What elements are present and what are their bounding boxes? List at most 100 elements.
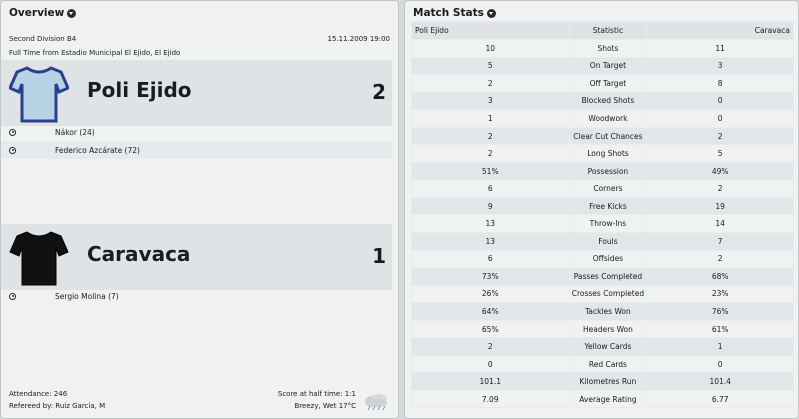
- away-team-score: 1: [372, 244, 386, 268]
- home-value-cell: 13: [411, 232, 570, 251]
- table-row: 3 Blocked Shots 0: [411, 91, 794, 111]
- statistic-name-cell: Crosses Completed: [568, 284, 648, 304]
- division-label: Second Division B4: [9, 35, 77, 43]
- table-row: 1 Woodwork 0: [411, 109, 794, 128]
- table-row: 5 On Target 3: [411, 56, 794, 76]
- statistic-name-cell: Long Shots: [568, 144, 648, 163]
- scorer-name[interactable]: Nákor (24): [55, 127, 95, 137]
- home-team-score: 2: [372, 80, 386, 104]
- table-row: 2 Clear Cut Chances 2: [411, 126, 794, 146]
- table-row: 51% Possession 49%: [411, 161, 794, 181]
- statistic-name-cell: Headers Won: [568, 319, 648, 339]
- home-team-block: Poli Ejido 2: [1, 60, 392, 126]
- away-value-cell: 49%: [646, 161, 794, 181]
- away-value-cell: 1: [646, 337, 794, 356]
- away-value-cell: 2: [646, 179, 794, 198]
- statistic-name-cell: Clear Cut Chances: [568, 126, 648, 146]
- column-header-away[interactable]: Caravaca: [646, 21, 794, 40]
- chevron-down-icon[interactable]: [486, 8, 496, 18]
- away-team-block: Caravaca 1: [1, 224, 392, 290]
- statistic-name-cell: On Target: [568, 56, 648, 76]
- match-date: 15.11.2009 19:00: [327, 35, 390, 43]
- home-value-cell: 6: [411, 249, 570, 269]
- away-team-name[interactable]: Caravaca: [87, 242, 191, 266]
- home-value-cell: 2: [411, 144, 570, 163]
- table-row: 13 Throw-Ins 14: [411, 214, 794, 234]
- column-header-statistic[interactable]: Statistic: [568, 21, 648, 40]
- away-value-cell: 5: [646, 144, 794, 163]
- chevron-down-icon[interactable]: [67, 8, 77, 18]
- referee-label[interactable]: Refereed by: Ruiz García, M: [9, 402, 106, 410]
- home-value-cell: 1: [411, 109, 570, 128]
- home-value-cell: 0: [411, 354, 570, 374]
- away-value-cell: 7: [646, 232, 794, 251]
- statistic-name-cell: Fouls: [568, 232, 648, 251]
- attendance-label: Attendance: 246: [9, 390, 68, 398]
- home-value-cell: 10: [411, 39, 570, 58]
- home-value-cell: 65%: [411, 319, 570, 339]
- away-shirt-icon: [9, 231, 69, 286]
- statistic-name-cell: Off Target: [568, 74, 648, 93]
- match-stats-panel: Match Stats Poli Ejido Statistic Caravac…: [404, 0, 799, 419]
- home-value-cell: 5: [411, 56, 570, 76]
- table-row: 6 Offsides 2: [411, 249, 794, 269]
- table-row: 73% Passes Completed 68%: [411, 267, 794, 286]
- column-header-home[interactable]: Poli Ejido: [411, 21, 570, 40]
- venue-label: Full Time from Estadio Municipal El Ejid…: [9, 49, 181, 57]
- statistic-name-cell: Woodwork: [568, 109, 648, 128]
- table-row: 101.1 Kilometres Run 101.4: [411, 372, 794, 391]
- match-stats-table: Poli Ejido Statistic Caravaca 10 Shots 1 1 5…: [411, 21, 794, 409]
- home-value-cell: 2: [411, 74, 570, 93]
- table-row: 6 Corners 2: [411, 179, 794, 198]
- home-value-cell: 7.09: [411, 389, 570, 409]
- statistic-name-cell: Passes Completed: [568, 267, 648, 286]
- rain-cloud-icon: [365, 394, 387, 411]
- home-value-cell: 26%: [411, 284, 570, 304]
- table-row: 7.09 Average Rating 6.77: [411, 389, 794, 409]
- away-value-cell: 68%: [646, 267, 794, 286]
- away-value-cell: 101.4: [646, 372, 794, 391]
- statistic-name-cell: Offsides: [568, 249, 648, 269]
- away-value-cell: 19: [646, 196, 794, 216]
- home-value-cell: 9: [411, 196, 570, 216]
- overview-title: Overview: [9, 7, 65, 19]
- statistic-name-cell: Tackles Won: [568, 302, 648, 321]
- overview-header[interactable]: Overview: [1, 1, 398, 21]
- statistic-name-cell: Corners: [568, 179, 648, 198]
- home-team-name[interactable]: Poli Ejido: [87, 78, 192, 102]
- weather-label: Breezy, Wet 17°C: [294, 402, 357, 410]
- statistic-name-cell: Throw-Ins: [568, 214, 648, 234]
- away-value-cell: 6.77: [646, 389, 794, 409]
- table-row: 9 Free Kicks 19: [411, 196, 794, 216]
- home-value-cell: 64%: [411, 302, 570, 321]
- statistic-name-cell: Yellow Cards: [568, 337, 648, 356]
- home-value-cell: 3: [411, 91, 570, 111]
- home-value-cell: 73%: [411, 267, 570, 286]
- away-value-cell: 2: [646, 126, 794, 146]
- match-stats-title: Match Stats: [413, 7, 484, 19]
- halftime-score-label: Score at half time: 1:1: [277, 390, 356, 398]
- match-stats-header[interactable]: Match Stats: [405, 1, 798, 21]
- home-scorer-row: Nákor (24): [1, 123, 392, 141]
- away-value-cell: 3: [646, 56, 794, 76]
- away-scorer-row: Sergio Molina (7): [1, 287, 392, 305]
- overview-panel: Overview Second Division B4 15.11.2009 1…: [0, 0, 399, 419]
- statistic-name-cell: Red Cards: [568, 354, 648, 374]
- statistic-name-cell: Kilometres Run: [568, 372, 648, 391]
- home-shirt-icon: [9, 66, 69, 123]
- statistic-name-cell: Average Rating: [568, 389, 648, 409]
- away-value-cell: 0: [646, 91, 794, 111]
- ball-icon: [9, 292, 16, 300]
- away-value-cell: 14: [646, 214, 794, 234]
- home-value-cell: 2: [411, 337, 570, 356]
- table-row: 0 Red Cards 0: [411, 354, 794, 374]
- statistic-name-cell: Shots: [568, 39, 648, 58]
- home-value-cell: 101.1: [411, 372, 570, 391]
- scorer-name[interactable]: Federico Azcárate (72): [55, 145, 140, 155]
- away-value-cell: 76%: [646, 302, 794, 321]
- table-row: 2 Long Shots 5: [411, 144, 794, 163]
- away-value-cell: 23%: [646, 284, 794, 304]
- home-value-cell: 2: [411, 126, 570, 146]
- home-value-cell: 13: [411, 214, 570, 234]
- scorer-name[interactable]: Sergio Molina (7): [55, 291, 119, 301]
